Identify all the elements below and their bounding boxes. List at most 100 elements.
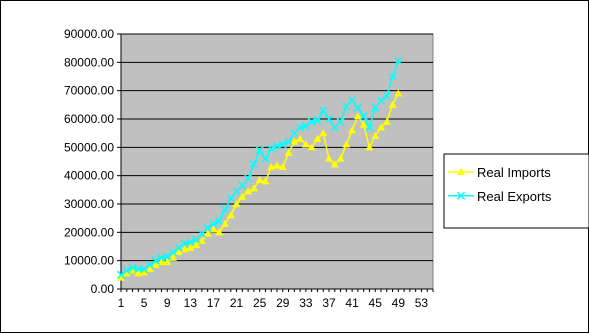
data-point-x — [388, 72, 397, 81]
gridlines — [121, 33, 433, 262]
data-point-x-stroke — [244, 174, 253, 183]
data-point-x — [157, 253, 166, 262]
data-point-x — [382, 92, 391, 101]
x-tick-label: 41 — [345, 296, 359, 310]
data-point-x — [313, 116, 322, 125]
data-point-x-stroke — [359, 112, 368, 121]
data-point-triangle — [342, 140, 351, 148]
data-point-x — [267, 144, 276, 153]
data-point-x — [336, 117, 345, 126]
plot-area — [120, 33, 434, 290]
data-point-x — [145, 260, 154, 269]
data-point-x-stroke — [296, 123, 305, 132]
data-point-x-stroke — [203, 224, 212, 233]
x-tick-label: 33 — [299, 296, 313, 310]
data-point-x-stroke — [226, 194, 235, 203]
data-point-triangle — [174, 248, 183, 256]
y-tick-label: 50000.00 — [64, 140, 114, 154]
data-point-triangle — [371, 132, 380, 139]
x-tick-label: 29 — [276, 296, 290, 310]
data-point-x-stroke — [388, 72, 397, 81]
data-point-x-stroke — [456, 191, 466, 200]
y-tick-label: 30000.00 — [64, 197, 114, 211]
x-tick-label: 5 — [141, 296, 148, 310]
data-point-x-stroke — [272, 141, 282, 150]
data-point-x-stroke — [394, 56, 403, 65]
series-real-imports — [117, 89, 403, 281]
x-tick-label: 9 — [164, 296, 171, 310]
data-point-triangle — [244, 187, 253, 195]
y-tick-label: 20000.00 — [64, 225, 114, 239]
data-point-x-stroke — [307, 117, 316, 126]
x-tick-label: 21 — [230, 296, 244, 310]
data-point-x-stroke — [261, 154, 270, 163]
data-point-triangle — [226, 211, 235, 219]
data-point-x-stroke — [186, 238, 195, 247]
data-point-triangle — [221, 219, 229, 227]
y-tick-label: 10000.00 — [64, 254, 114, 268]
data-point-x-stroke — [122, 266, 131, 275]
data-point-triangle — [348, 126, 357, 134]
data-point-x — [220, 205, 230, 214]
data-point-x — [255, 146, 264, 155]
data-point-triangle — [122, 269, 131, 277]
legend-box — [443, 153, 589, 229]
legend-label: Real Exports — [477, 189, 552, 204]
y-tick-label: 70000.00 — [64, 84, 114, 98]
data-point-x-stroke — [140, 265, 149, 274]
data-point-x — [203, 224, 212, 233]
data-point-triangle — [273, 161, 281, 169]
y-tick-label: 90000.00 — [64, 27, 114, 41]
data-point-x-stroke — [116, 270, 126, 279]
data-point-x — [249, 160, 258, 169]
data-point-x-stroke — [168, 248, 178, 257]
y-tick-label: 60000.00 — [64, 112, 114, 126]
data-point-triangle — [336, 154, 345, 162]
data-point-triangle — [301, 140, 310, 148]
data-point-x — [215, 216, 224, 226]
data-point-x — [140, 265, 149, 274]
data-point-triangle — [325, 154, 333, 162]
data-point-triangle — [151, 260, 160, 268]
data-point-x — [296, 123, 305, 132]
data-point-x — [168, 248, 178, 257]
data-point-x-stroke — [128, 263, 137, 272]
data-point-x — [116, 270, 126, 279]
data-point-x-stroke — [209, 219, 218, 228]
y-axis-ticks: 0.00 10000.00 20000.00 30000.00 40000.00 5000… — [64, 27, 121, 296]
data-point-x-stroke — [145, 260, 154, 269]
series-real-exports — [116, 56, 403, 279]
data-point-triangle — [169, 253, 177, 261]
data-point-x — [307, 117, 316, 126]
data-point-x-stroke — [238, 181, 247, 190]
data-point-triangle — [157, 258, 166, 266]
data-point-triangle — [186, 243, 195, 251]
data-point-triangle — [377, 123, 385, 131]
data-point-x-stroke — [249, 160, 258, 169]
data-point-x — [122, 266, 131, 275]
data-point-x-stroke — [353, 103, 362, 112]
data-point-x-stroke — [284, 137, 293, 146]
data-point-x — [226, 194, 235, 203]
data-point-triangle — [284, 149, 293, 156]
data-point-x — [371, 103, 380, 112]
data-point-triangle — [134, 269, 143, 277]
data-point-x — [319, 106, 328, 115]
data-point-x-stroke — [382, 92, 391, 101]
data-point-x-stroke — [319, 106, 328, 115]
data-point-triangle — [365, 143, 374, 151]
data-point-triangle — [457, 168, 465, 175]
data-point-triangle — [330, 160, 339, 168]
data-point-x — [284, 137, 293, 146]
data-point-x — [456, 191, 466, 200]
x-tick-label: 17 — [207, 296, 221, 310]
data-point-x — [353, 103, 362, 112]
data-point-triangle — [261, 177, 270, 185]
x-tick-label: 13 — [184, 296, 198, 310]
data-point-x — [261, 154, 270, 163]
data-point-triangle — [140, 268, 149, 276]
data-point-x — [272, 141, 282, 150]
x-tick-label: 49 — [392, 296, 406, 310]
data-point-x — [128, 263, 137, 272]
